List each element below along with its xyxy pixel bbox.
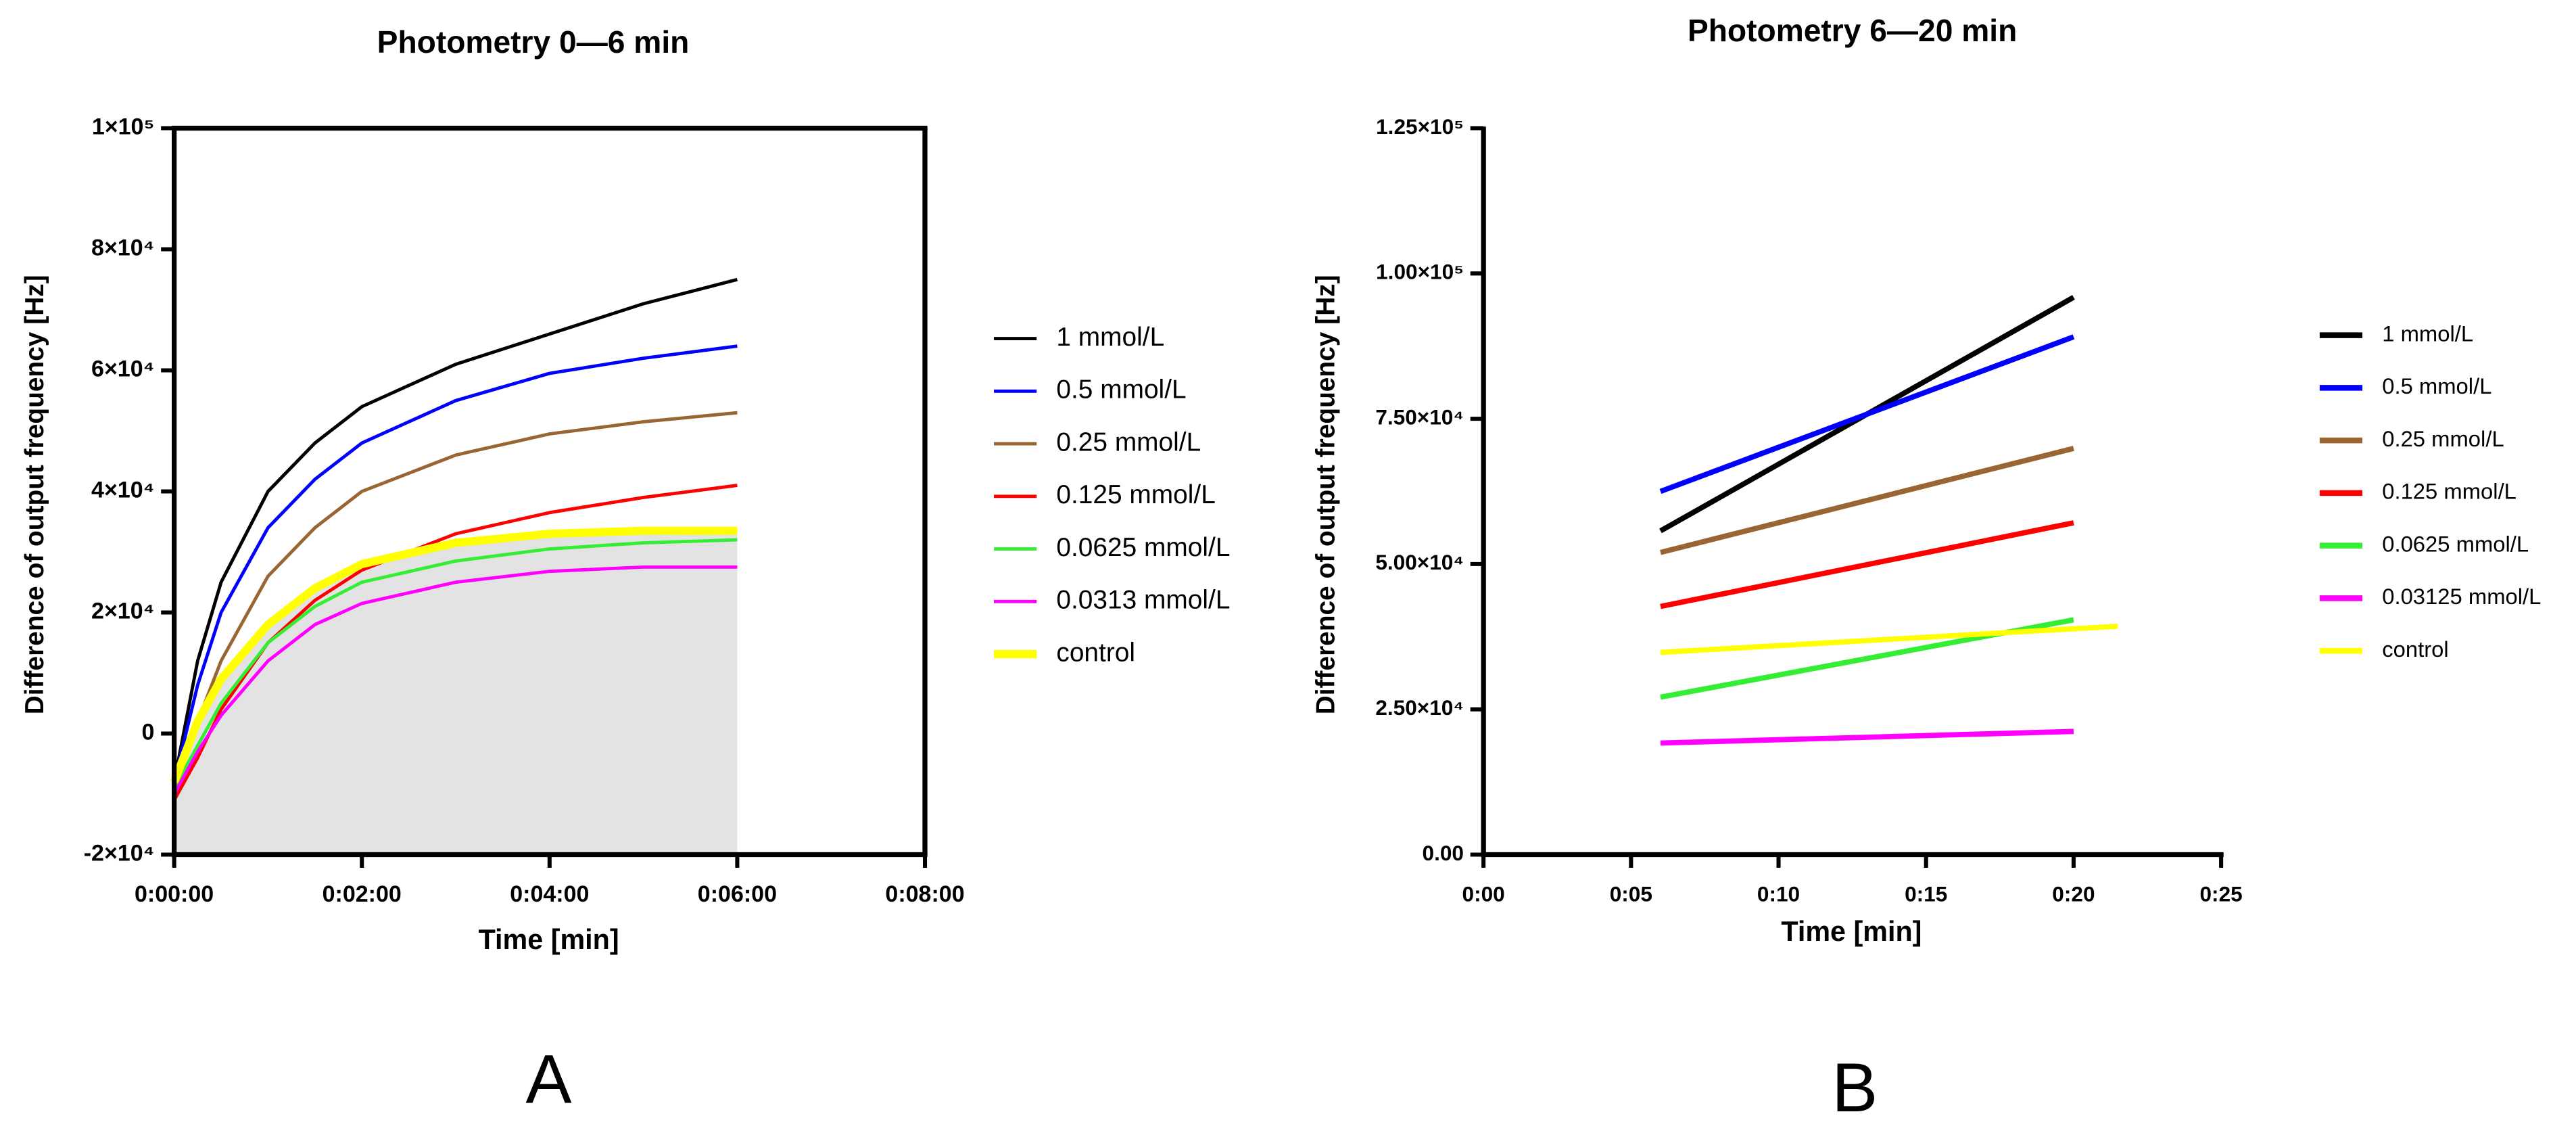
y-tick-label: 1×10⁵ xyxy=(92,114,155,140)
x-tick-label: 0:25 xyxy=(2200,882,2243,906)
legend-label: 0.125 mmol/L xyxy=(2382,479,2517,504)
series-line xyxy=(172,538,738,789)
y-tick-label: 8×10⁴ xyxy=(91,235,154,260)
y-tick-label: 2×10⁴ xyxy=(91,598,154,624)
series-line xyxy=(1660,520,2074,609)
legend-label: 0.125 mmol/L xyxy=(1056,480,1215,509)
legend-label: control xyxy=(2382,636,2448,662)
series-line xyxy=(170,526,738,784)
series-line xyxy=(172,344,738,783)
control-area xyxy=(174,530,738,855)
legend-label: 1 mmol/L xyxy=(2382,321,2473,346)
x-tick-label: 0:15 xyxy=(1905,882,1947,906)
series-line xyxy=(1659,334,2075,494)
x-tick-label: 0:10 xyxy=(1757,882,1800,906)
x-axis-label: Time [min] xyxy=(479,924,619,955)
series-line xyxy=(172,565,738,795)
y-tick-label: -2×10⁴ xyxy=(84,840,155,866)
y-tick-label: 2.50×10⁴ xyxy=(1375,695,1464,720)
y-tick-label: 1.25×10⁵ xyxy=(1376,114,1464,139)
x-tick-label: 0:00 xyxy=(1462,882,1505,906)
legend-label: 0.25 mmol/L xyxy=(2382,426,2504,451)
y-tick-label: 6×10⁴ xyxy=(91,356,154,381)
y-tick-label: 5.00×10⁴ xyxy=(1375,550,1464,574)
x-tick-label: 0:08:00 xyxy=(885,881,964,907)
y-tick-label: 0.00 xyxy=(1423,841,1464,865)
y-tick-label: 1.00×10⁵ xyxy=(1376,260,1464,284)
y-axis-label: Difference of output frequency [Hz] xyxy=(20,275,49,714)
series-line xyxy=(172,411,738,789)
x-tick-label: 0:06:00 xyxy=(698,881,777,907)
series-line xyxy=(172,277,738,783)
legend-label: 0.0625 mmol/L xyxy=(2382,531,2529,556)
series-line xyxy=(1660,446,2074,555)
legend-label: 0.0625 mmol/L xyxy=(1056,533,1230,562)
chart-title: Photometry 6—20 min xyxy=(1688,13,2017,48)
series-line xyxy=(1660,623,2118,655)
y-tick-label: 0 xyxy=(142,719,155,745)
x-axis-label: Time [min] xyxy=(1781,916,1922,947)
series-line xyxy=(1660,728,2074,746)
x-tick-label: 0:00:00 xyxy=(135,881,214,907)
legend-label: 0.25 mmol/L xyxy=(1056,427,1201,457)
x-tick-label: 0:02:00 xyxy=(323,881,402,907)
legend-label: control xyxy=(1056,638,1135,667)
x-tick-label: 0:20 xyxy=(2052,882,2095,906)
y-tick-label: 7.50×10⁴ xyxy=(1375,404,1464,429)
x-tick-label: 0:05 xyxy=(1610,882,1652,906)
legend-label: 0.5 mmol/L xyxy=(2382,373,2491,398)
legend-label: 1 mmol/L xyxy=(1056,323,1164,352)
x-tick-label: 0:04:00 xyxy=(510,881,589,907)
panel-label: A xyxy=(526,1041,572,1118)
legend-label: 0.0313 mmol/L xyxy=(1056,586,1230,615)
legend-label: 0.5 mmol/L xyxy=(1056,375,1186,404)
panel-label: B xyxy=(1832,1049,1878,1126)
y-tick-label: 4×10⁴ xyxy=(91,477,154,503)
chart-title: Photometry 0—6 min xyxy=(377,24,690,60)
y-axis-label: Difference of output frequency [Hz] xyxy=(1312,275,1341,714)
legend-label: 0.03125 mmol/L xyxy=(2382,584,2541,609)
